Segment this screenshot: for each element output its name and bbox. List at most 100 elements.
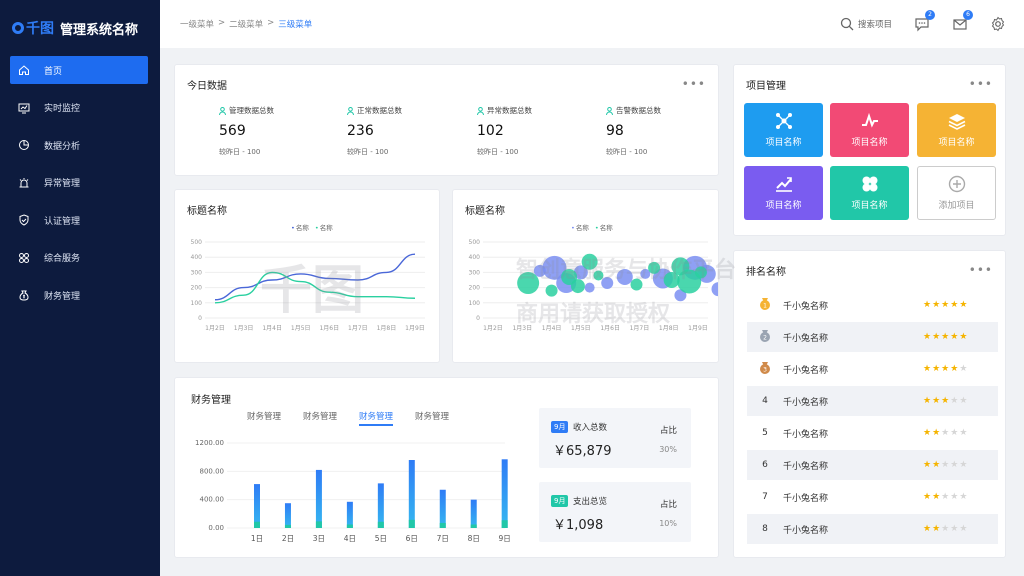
star-icon: ★	[923, 396, 933, 406]
bubble-point	[542, 255, 567, 280]
trend-chart-icon	[775, 177, 792, 192]
ranking-row[interactable]: 4 千小兔名称 ★★★★★	[747, 386, 998, 416]
rank-number: 5	[762, 428, 768, 438]
sidebar-item-monitor[interactable]: 实时监控	[10, 94, 148, 122]
stat-value: 98	[606, 123, 624, 139]
stat-block: 正常数据总数 236 较昨日 - 100	[347, 105, 402, 157]
x-tick-label: 8日	[468, 534, 480, 543]
ranking-row[interactable]: 7 千小兔名称 ★★★★★	[747, 482, 998, 512]
star-icon: ★	[959, 300, 969, 310]
sidebar-item-finance[interactable]: 财务管理	[10, 281, 148, 309]
sidebar-item-anomaly[interactable]: 异常管理	[10, 169, 148, 197]
rank-medal: 2	[747, 329, 783, 346]
bubble-point	[616, 268, 633, 285]
ranking-row[interactable]: 8 千小兔名称 ★★★★★	[747, 514, 998, 544]
star-icon: ★	[923, 460, 933, 470]
bar-base	[470, 524, 477, 528]
y-tick-label: 100	[191, 300, 203, 307]
stat-label-text: 告警数据总数	[616, 106, 661, 115]
card-title: 今日数据	[187, 81, 227, 92]
breadcrumb-level-2[interactable]: 二级菜单	[229, 20, 264, 30]
star-rating: ★★★★★	[923, 332, 968, 342]
shield-icon	[19, 214, 29, 226]
finance-tab[interactable]: 财务管理	[415, 412, 450, 422]
stat-block: 告警数据总数 98 较昨日 - 100	[606, 105, 661, 157]
monitor-icon	[18, 103, 30, 113]
bar-base	[315, 521, 322, 528]
expense-title: 支出总览	[573, 497, 608, 507]
sidebar-item-label: 综合服务	[44, 254, 81, 264]
search-label: 搜索项目	[857, 20, 892, 30]
sidebar-item-analysis[interactable]: 数据分析	[10, 131, 148, 159]
finance-tab[interactable]: 财务管理	[247, 412, 282, 422]
project-tile[interactable]: 项目名称	[830, 103, 909, 157]
star-icon: ★	[941, 460, 951, 470]
settings-button[interactable]	[990, 16, 1006, 32]
user-icon	[347, 106, 354, 115]
x-tick-label: 1月6日	[319, 325, 339, 332]
bubble-point	[711, 282, 718, 297]
messages-button[interactable]: 2	[914, 10, 935, 32]
star-icon: ★	[941, 396, 951, 406]
search-button[interactable]: 搜索项目	[840, 17, 892, 31]
star-rating: ★★★★★	[923, 364, 968, 374]
bubble-point	[630, 278, 643, 291]
bubble-chart-card: 标题名称 名称 名称 0 100 200 300 400 500 1月2日 1月3日 1月4日 1…	[452, 189, 719, 363]
finance-tab[interactable]: 财务管理	[359, 410, 394, 426]
bubble-point	[663, 272, 680, 288]
star-icon: ★	[923, 332, 933, 342]
star-icon: ★	[959, 460, 969, 470]
more-menu-button[interactable]: •••	[968, 77, 993, 91]
stat-value: 102	[477, 123, 504, 139]
star-rating: ★★★★★	[923, 300, 968, 310]
star-icon: ★	[923, 524, 933, 534]
finance-tab[interactable]: 财务管理	[303, 412, 338, 422]
rank-number: 8	[762, 524, 768, 534]
ranking-row[interactable]: 1 千小兔名称 ★★★★★	[747, 290, 998, 320]
bar-base	[408, 519, 415, 528]
star-icon: ★	[932, 364, 942, 374]
ranking-row[interactable]: 6 千小兔名称 ★★★★★	[747, 450, 998, 480]
y-tick-label: 500	[191, 239, 203, 246]
finance-card: 财务管理 财务管理 财务管理 财务管理 财务管理 0.00 400.00 800.00 12…	[174, 377, 719, 558]
messages-count-badge: 2	[925, 10, 935, 20]
project-tile[interactable]: 项目名称	[744, 166, 823, 220]
project-tile[interactable]: 项目名称	[917, 103, 996, 157]
rank-name: 千小兔名称	[783, 301, 829, 312]
card-title: 标题名称	[465, 206, 505, 217]
y-tick-label: 300	[469, 269, 481, 276]
x-tick-label: 1月3日	[234, 325, 254, 332]
x-tick-label: 1月2日	[205, 325, 225, 332]
sidebar-item-auth[interactable]: 认证管理	[10, 206, 148, 234]
star-icon: ★	[932, 492, 942, 502]
bar-base	[501, 520, 508, 528]
ranking-row[interactable]: 3 千小兔名称 ★★★★★	[747, 354, 998, 384]
sidebar-item-services[interactable]: 综合服务	[10, 244, 148, 272]
bubble-point	[694, 266, 707, 279]
more-menu-button[interactable]: •••	[968, 263, 993, 277]
project-tile[interactable]: 项目名称	[830, 166, 909, 220]
star-rating: ★★★★★	[923, 460, 968, 470]
star-icon: ★	[932, 460, 942, 470]
add-project-button[interactable]: 添加项目	[917, 166, 996, 220]
pie-chart-icon	[19, 140, 29, 150]
logo[interactable]: 千图 管理系统名称	[0, 0, 160, 56]
star-icon: ★	[959, 364, 969, 374]
ranking-row[interactable]: 2 千小兔名称 ★★★★★	[747, 322, 998, 352]
breadcrumb-level-1[interactable]: 一级菜单	[180, 20, 215, 30]
month-tag: 9月	[551, 421, 569, 433]
star-icon: ★	[932, 428, 942, 438]
mail-button[interactable]: 6	[952, 10, 973, 32]
sidebar-item-home[interactable]: 首页	[10, 56, 148, 84]
project-tile[interactable]: 项目名称	[744, 103, 823, 157]
legend-item: 名称	[571, 222, 589, 232]
more-menu-button[interactable]: •••	[681, 77, 706, 91]
bubble-point	[640, 268, 651, 279]
y-tick-label: 400	[469, 254, 481, 261]
rank-medal: 1	[747, 297, 783, 314]
star-rating: ★★★★★	[923, 524, 968, 534]
ranking-row[interactable]: 5 千小兔名称 ★★★★★	[747, 418, 998, 448]
clover-icon	[862, 176, 877, 192]
stat-compare: 较昨日 - 100	[347, 148, 389, 156]
star-icon: ★	[950, 492, 960, 502]
